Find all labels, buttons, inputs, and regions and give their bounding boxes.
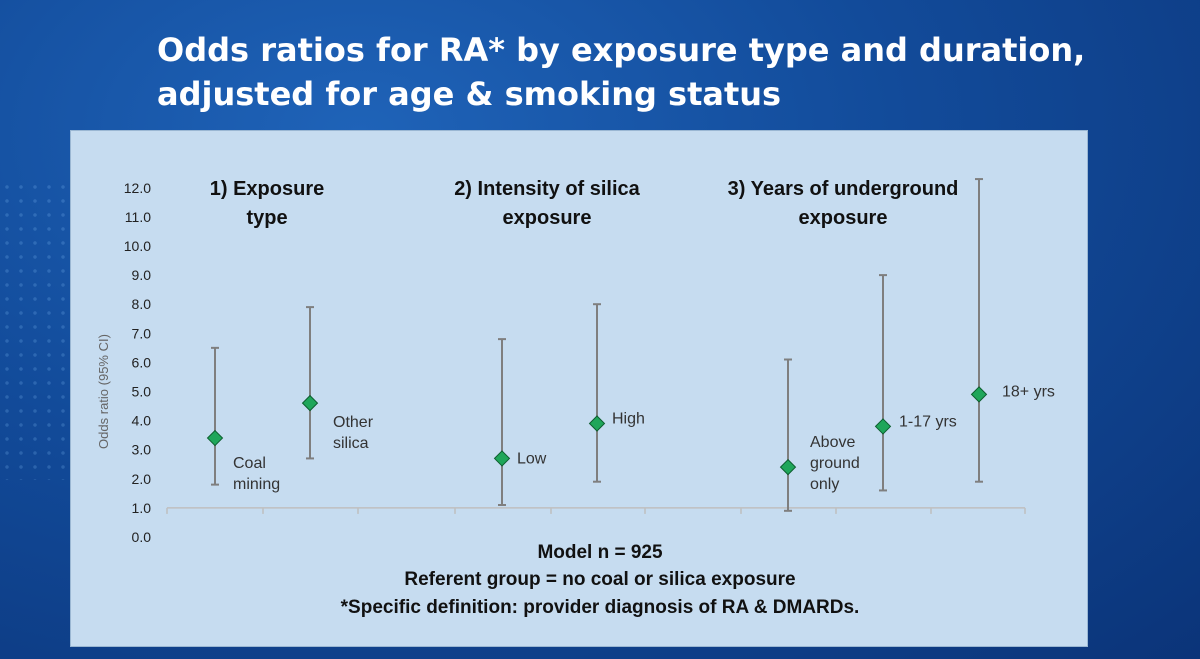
panel-header-3: 3) Years of underground <box>728 178 959 200</box>
point-label: 18+ yrs <box>1002 383 1055 400</box>
y-axis-label: Odds ratio (95% CI) <box>96 334 111 449</box>
y-tick-label: 9.0 <box>132 267 152 283</box>
point-label: silica <box>333 435 369 452</box>
y-tick-label: 8.0 <box>132 296 152 312</box>
y-tick-label: 11.0 <box>125 209 151 225</box>
odds-ratio-marker <box>970 386 988 403</box>
odds-ratio-marker <box>874 418 892 435</box>
point-label: mining <box>233 476 280 493</box>
point-label: ground <box>810 455 860 472</box>
panel-header-1: 1) Exposure <box>210 178 324 200</box>
y-tick-label: 10.0 <box>124 238 151 254</box>
y-tick-label: 0.0 <box>132 529 152 545</box>
panel-header-1: type <box>246 207 287 229</box>
odds-ratio-marker <box>493 450 511 467</box>
referent-group-note: Referent group = no coal or silica expos… <box>404 569 796 590</box>
y-tick-label: 5.0 <box>132 384 152 400</box>
definition-note: *Specific definition: provider diagnosis… <box>340 597 860 618</box>
y-tick-label: 7.0 <box>132 325 152 341</box>
point-label: Low <box>517 450 547 467</box>
slide-title-line-1: Odds ratios for RA* by exposure type and… <box>157 31 1086 69</box>
point-label: Coal <box>233 455 266 472</box>
y-tick-label: 3.0 <box>132 442 152 458</box>
y-tick-label: 6.0 <box>132 354 152 370</box>
y-tick-label: 2.0 <box>132 471 152 487</box>
point-label: High <box>612 411 645 428</box>
model-n-note: Model n = 925 <box>537 542 663 563</box>
slide-title: Odds ratios for RA* by exposure type and… <box>157 28 1157 116</box>
point-label: Other <box>333 414 374 431</box>
panel-header-2: 2) Intensity of silica <box>454 178 640 200</box>
point-label: 1-17 yrs <box>899 413 957 430</box>
panel-header-3: exposure <box>799 207 888 229</box>
y-tick-label: 12.0 <box>124 180 151 196</box>
odds-ratio-marker <box>779 458 797 476</box>
odds-ratio-marker <box>206 429 224 447</box>
point-label: Above <box>810 434 855 451</box>
odds-ratio-marker <box>301 394 319 412</box>
odds-ratio-marker <box>588 415 606 432</box>
point-label: only <box>810 476 839 493</box>
y-tick-label: 1.0 <box>132 500 152 516</box>
y-tick-label: 4.0 <box>132 413 152 429</box>
panel-header-2: exposure <box>503 207 592 229</box>
slide-title-line-2: adjusted for age & smoking status <box>157 75 782 113</box>
chart-panel <box>70 130 1088 647</box>
